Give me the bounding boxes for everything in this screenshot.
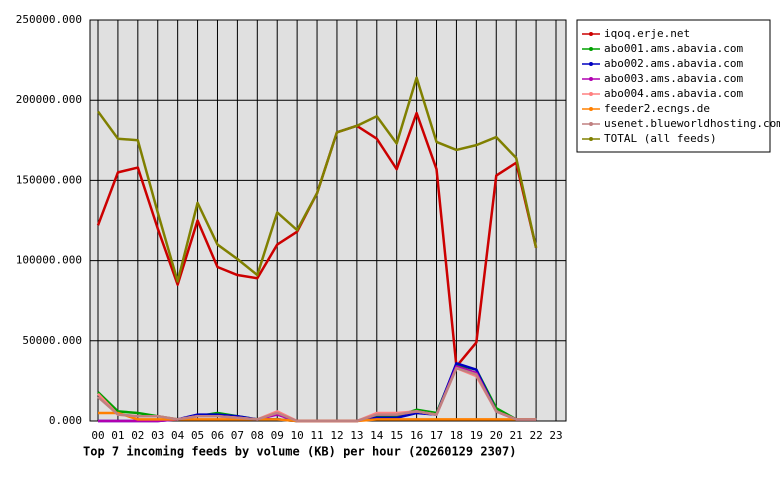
x-tick-label: 12 [330, 429, 343, 442]
legend-label: iqoq.erje.net [604, 27, 690, 40]
x-tick-label: 21 [510, 429, 523, 442]
x-tick-label: 15 [390, 429, 403, 442]
x-tick-label: 20 [490, 429, 503, 442]
series-line [96, 76, 538, 283]
x-tick-label: 22 [529, 429, 542, 442]
x-tick-label: 19 [470, 429, 483, 442]
y-tick-label: 0.000 [49, 414, 82, 427]
series-line [97, 366, 537, 423]
legend-dot [589, 32, 593, 36]
x-tick-label: 23 [549, 429, 562, 442]
chart-title: Top 7 incoming feeds by volume (KB) per … [83, 445, 516, 459]
x-tick-label: 17 [430, 429, 443, 442]
legend-label: feeder2.ecngs.de [604, 102, 710, 115]
y-tick-label: 50000.000 [22, 334, 82, 347]
y-tick-label: 100000.000 [16, 254, 82, 267]
x-tick-label: 09 [271, 429, 284, 442]
x-tick-label: 11 [310, 429, 323, 442]
legend-box [576, 19, 771, 153]
x-tick-label: 16 [410, 429, 423, 442]
x-tick-label: 18 [450, 429, 463, 442]
x-tick-label: 05 [191, 429, 204, 442]
legend-label: usenet.blueworldhosting.com [604, 117, 780, 130]
y-tick-label: 250000.000 [16, 13, 82, 26]
x-tick-label: 10 [291, 429, 304, 442]
legend-dot [589, 92, 593, 96]
plot-area [89, 19, 567, 422]
legend-label: abo003.ams.abavia.com [604, 72, 743, 85]
x-tick-label: 04 [171, 429, 185, 442]
legend-label: TOTAL (all feeds) [604, 132, 717, 145]
y-tick-label: 200000.000 [16, 93, 82, 106]
legend-label: abo004.ams.abavia.com [604, 87, 743, 100]
legend-dot [589, 107, 593, 111]
x-tick-label: 02 [131, 429, 144, 442]
y-tick-label: 150000.000 [16, 173, 82, 186]
legend-dot [589, 62, 593, 66]
legend-dot [589, 137, 593, 141]
x-tick-label: 03 [151, 429, 164, 442]
legend-dot [589, 77, 593, 81]
x-tick-label: 06 [211, 429, 224, 442]
legend-dot [589, 47, 593, 51]
x-tick-label: 13 [350, 429, 363, 442]
legend-label: abo001.ams.abavia.com [604, 42, 743, 55]
legend-dot [589, 122, 593, 126]
x-tick-label: 01 [111, 429, 124, 442]
x-tick-label: 14 [370, 429, 384, 442]
x-tick-label: 08 [251, 429, 264, 442]
x-tick-label: 00 [91, 429, 104, 442]
x-tick-label: 07 [231, 429, 244, 442]
legend-label: abo002.ams.abavia.com [604, 57, 743, 70]
